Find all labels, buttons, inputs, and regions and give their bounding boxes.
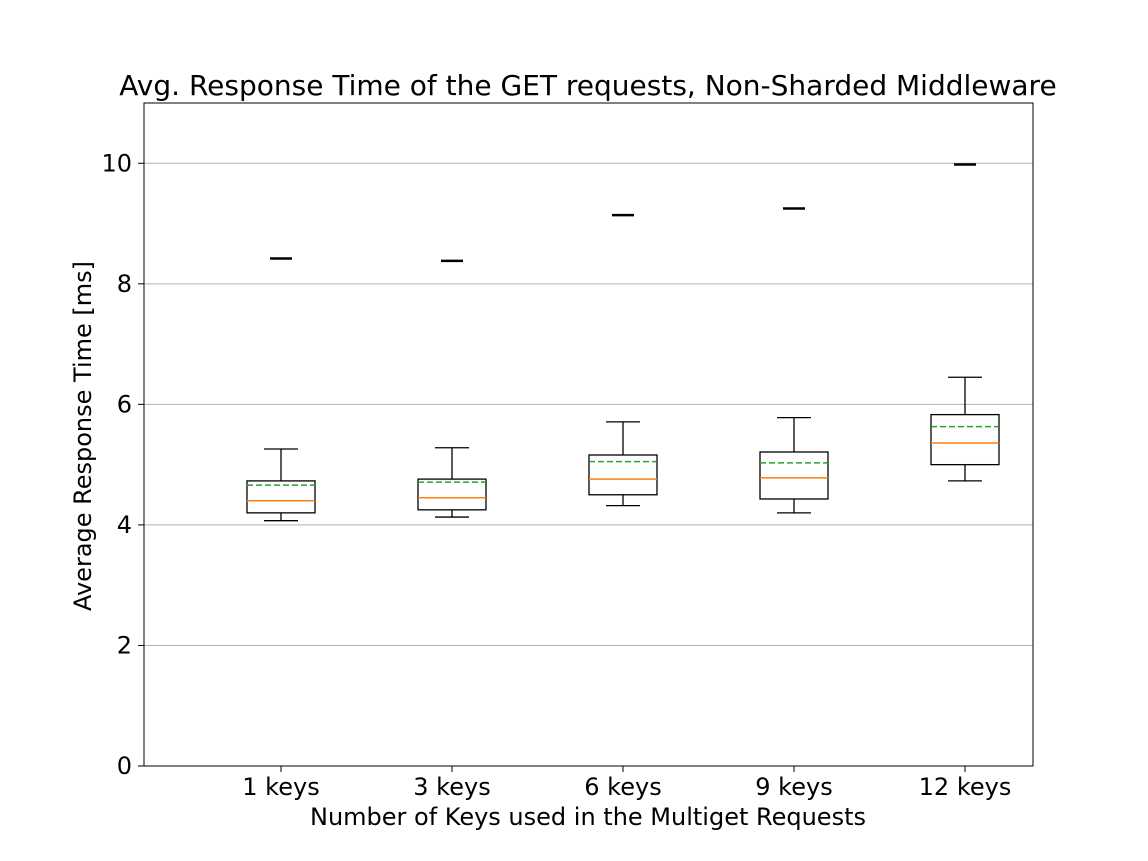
x-tick-label: 1 keys (242, 773, 319, 801)
axis-ticks: 0 2 4 6 8 10 1 keys 3 keys 6 keys 9 keys 12 keys (101, 149, 1011, 801)
box-plot-3 (588, 213, 658, 507)
y-tick-label: 0 (117, 752, 132, 780)
box-plot-1 (246, 257, 316, 522)
y-axis-label: Average Response Time [ms] (69, 261, 97, 611)
y-tick-label: 4 (117, 511, 132, 539)
box-iqr (759, 451, 829, 500)
x-tick-label: 3 keys (413, 773, 490, 801)
box-plot-4 (759, 207, 829, 514)
chart-title: Avg. Response Time of the GET requests, … (119, 69, 1056, 102)
box-plot-5 (930, 163, 1000, 482)
y-tick-label: 10 (101, 149, 132, 177)
x-tick-label: 9 keys (755, 773, 832, 801)
box-plot-2 (417, 259, 487, 518)
plot-area-frame (143, 102, 1034, 767)
y-tick-label: 8 (117, 270, 132, 298)
box-iqr (246, 480, 316, 514)
x-axis-label: Number of Keys used in the Multiget Requ… (310, 803, 866, 831)
y-tick-label: 6 (117, 390, 132, 418)
x-tick-label: 6 keys (584, 773, 661, 801)
box-iqr (930, 413, 1000, 466)
x-tick-label: 12 keys (919, 773, 1012, 801)
box-plots (246, 163, 1000, 522)
box-iqr (417, 478, 487, 511)
box-iqr (588, 454, 658, 496)
y-tick-label: 2 (117, 631, 132, 659)
